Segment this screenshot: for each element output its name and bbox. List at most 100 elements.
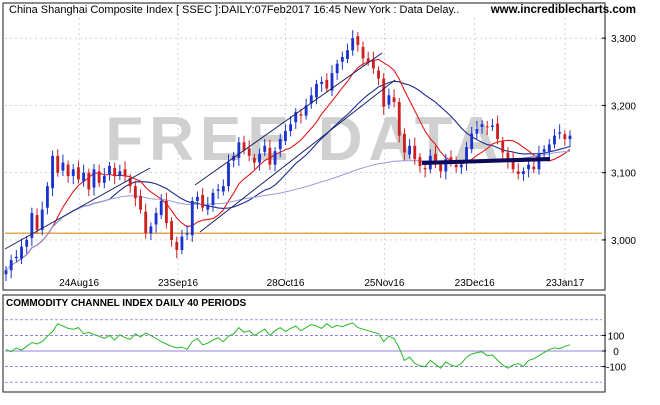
candle-body (190, 200, 194, 236)
cci-y-tick-label: 100 (608, 331, 625, 342)
price-x-axis: 24Aug16 23Sep16 28Oct16 25Nov16 23Dec16 23Jan… (59, 278, 585, 289)
candle-body (56, 155, 60, 173)
price-y-tick-label: 3,100 (611, 169, 636, 180)
candle-body (506, 152, 510, 161)
site-url: www.incrediblecharts.com (490, 4, 636, 16)
candle-body (4, 270, 8, 275)
candle-body (61, 162, 65, 171)
price-x-tick-label: 23Jan17 (546, 278, 585, 289)
chart-title: China Shanghai Composite Index [ SSEC ]:… (9, 4, 459, 16)
candle-body (371, 59, 375, 69)
cci-y-tick-label: 0 (613, 347, 619, 358)
candle-body (108, 165, 111, 175)
candle-body (413, 145, 417, 160)
candle-body (459, 164, 463, 168)
price-x-tick-label: 23Sep16 (158, 278, 198, 289)
candle-body (30, 213, 34, 238)
candle-body (434, 153, 437, 163)
candle-body (35, 215, 39, 230)
channel-2-lower (199, 79, 396, 233)
candle-body (82, 172, 86, 182)
candle-body (164, 200, 168, 224)
candle-body (392, 97, 396, 103)
candle-body (170, 221, 174, 240)
candle-body (340, 57, 344, 62)
support-line (421, 157, 551, 165)
candle-body (258, 153, 261, 163)
candle-body (273, 151, 277, 165)
candle-body (397, 102, 401, 136)
candle-body (25, 239, 29, 247)
candles (4, 30, 572, 281)
candle-body (227, 162, 230, 187)
candle-body (144, 211, 148, 234)
candle-body (139, 196, 142, 210)
candle-body (304, 105, 308, 116)
candle-body (325, 79, 329, 89)
candle-body (185, 233, 189, 235)
candle-body (294, 112, 298, 123)
candle-body (113, 167, 117, 177)
candle-body (402, 133, 406, 153)
price-y-axis: 3,000 3,100 3,200 3,300 (602, 34, 636, 247)
candle-body (20, 246, 23, 259)
candle-body (77, 167, 80, 180)
candle-body (465, 147, 468, 163)
candle-body (439, 164, 443, 172)
price-y-tick-label: 3,000 (611, 236, 636, 247)
candle-body (351, 38, 355, 51)
price-y-tick-label: 3,300 (611, 34, 636, 45)
candle-body (361, 46, 365, 59)
candle-body (92, 169, 96, 188)
cci-panel (2, 294, 606, 393)
channel-1-lower (4, 167, 151, 250)
price-x-tick-label: 25Nov16 (364, 278, 404, 289)
candle-body (418, 157, 422, 166)
candle-body (51, 155, 54, 189)
candle-body (356, 36, 360, 45)
price-x-tick-label: 28Oct16 (267, 278, 305, 289)
candle-body (128, 178, 132, 187)
candle-body (206, 204, 210, 210)
price-x-tick-label: 24Aug16 (59, 278, 99, 289)
candle-body (542, 149, 546, 152)
candle-body (71, 169, 75, 177)
cci-bands (5, 319, 602, 383)
candle-body (309, 95, 313, 104)
candle-body (9, 260, 13, 271)
candle-body (527, 164, 531, 170)
cci-title: COMMODITY CHANNEL INDEX DAILY 40 PERIODS (6, 298, 247, 309)
candle-body (87, 172, 91, 190)
price-panel (2, 2, 606, 291)
candle-body (216, 189, 220, 191)
candle-body (211, 192, 215, 205)
candle-body (475, 128, 479, 134)
candle-body (522, 171, 525, 175)
candle-body (40, 209, 44, 230)
candle-body (444, 159, 448, 172)
candle-body (330, 73, 334, 91)
candle-body (335, 63, 339, 74)
candle-body (315, 83, 318, 98)
price-x-tick-label: 23Dec16 (455, 278, 495, 289)
candle-body (97, 171, 101, 183)
candle-body (485, 126, 489, 128)
candle-body (154, 213, 158, 225)
candle-body (159, 200, 163, 216)
cci-y-tick-label: -100 (606, 363, 626, 374)
candle-body (118, 171, 122, 177)
candle-body (237, 142, 241, 158)
candle-body (490, 125, 494, 127)
trendlines (4, 52, 551, 250)
candle-body (449, 157, 453, 163)
candle-body (289, 124, 293, 131)
candle-body (102, 176, 106, 183)
candle-body (568, 135, 572, 140)
candle-body (470, 133, 474, 150)
candle-body (268, 147, 272, 165)
candle-body (408, 145, 412, 155)
candle-body (382, 78, 386, 107)
price-y-tick-label: 3,200 (611, 101, 636, 112)
